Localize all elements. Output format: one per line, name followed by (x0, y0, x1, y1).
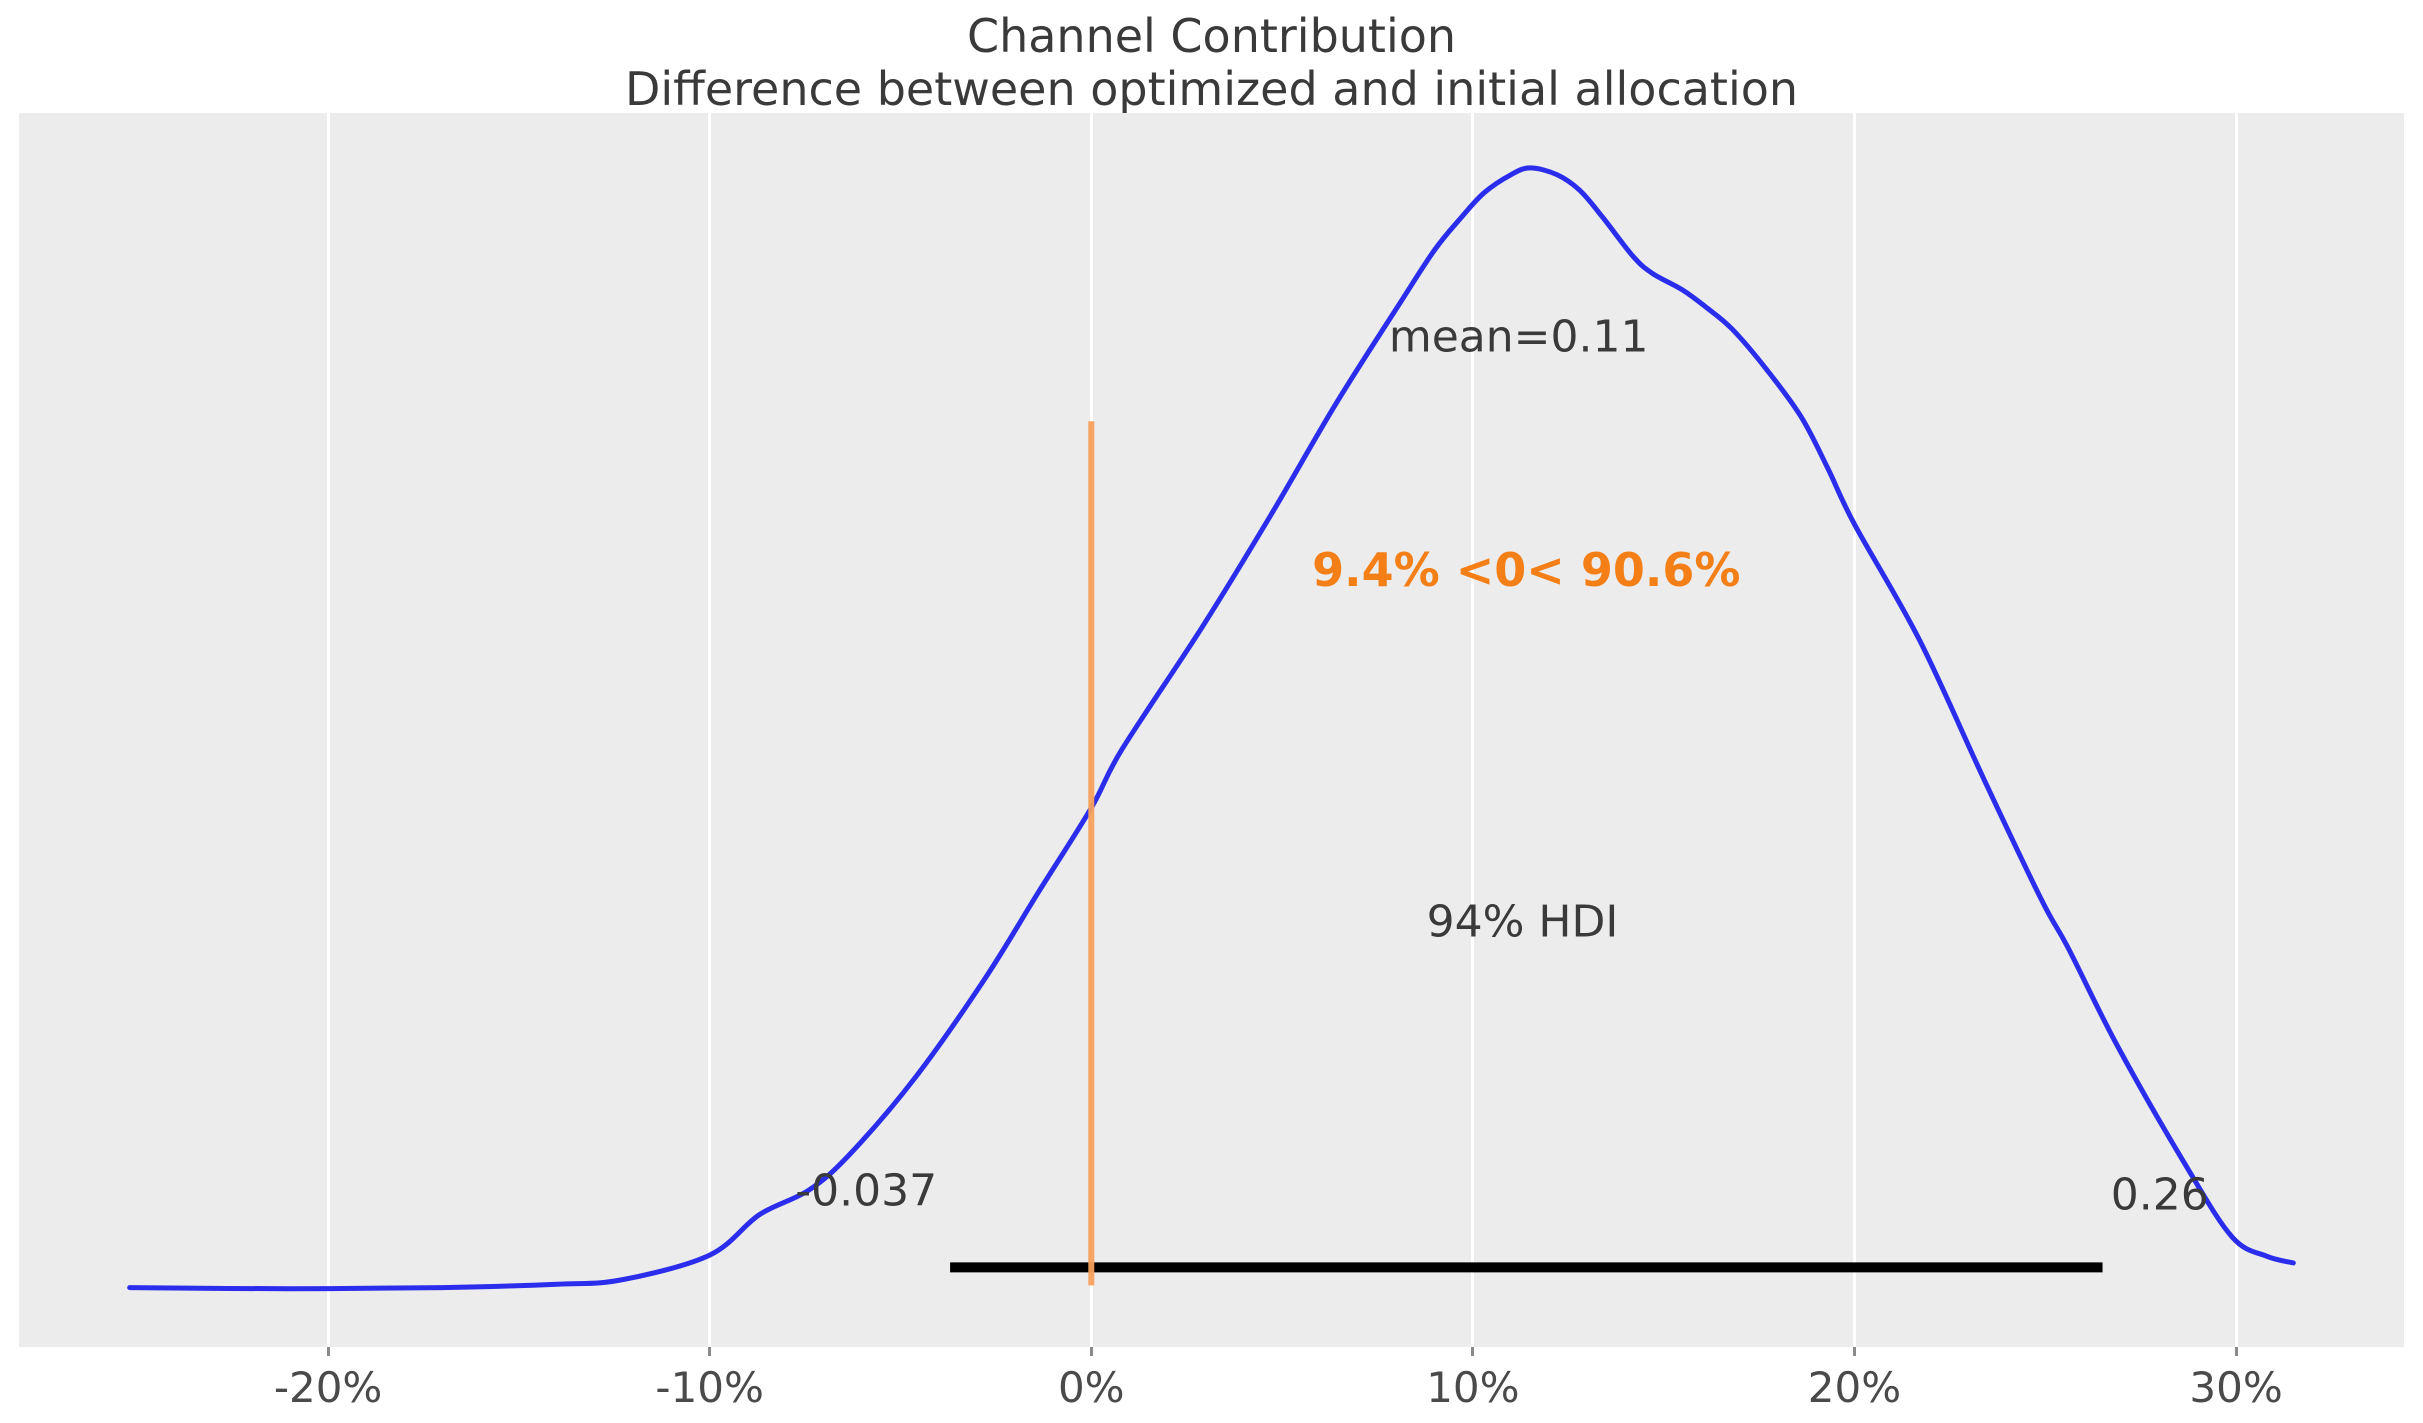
chart-subtitle: Difference between optimized and initial… (624, 62, 1799, 116)
x-tick-label: 30% (2189, 1363, 2283, 1412)
x-axis-tick (2234, 1347, 2238, 1356)
x-axis-tick (1471, 1347, 1475, 1356)
zero-proportion-label: 9.4% <0< 90.6% (1312, 543, 1741, 598)
hdi-label: 94% HDI (1426, 896, 1619, 948)
x-tick-label: 20% (1807, 1363, 1902, 1412)
x-axis-tick (1852, 1347, 1856, 1356)
plot-area (19, 113, 2404, 1347)
vertical-gridline (2234, 113, 2238, 1347)
vertical-gridline (708, 113, 712, 1347)
kde-curve (127, 165, 2296, 1292)
x-axis-tick (1089, 1347, 1093, 1356)
hdi-lower-value: -0.037 (795, 1165, 938, 1217)
vertical-gridline (1852, 113, 1856, 1347)
x-tick-label: 0% (1057, 1363, 1125, 1412)
x-tick-label: -10% (655, 1363, 764, 1412)
chart-title: Channel Contribution (966, 9, 1457, 63)
x-axis-tick (326, 1347, 330, 1356)
vertical-gridline (1471, 113, 1475, 1347)
x-tick-label: -20% (273, 1363, 383, 1412)
chart-title-block: Channel Contribution Difference between … (0, 10, 2423, 116)
hdi-upper-value: 0.26 (2110, 1169, 2209, 1221)
vertical-gridline (326, 113, 330, 1347)
mean-label: mean=0.11 (1388, 311, 1649, 363)
x-axis-tick (708, 1347, 712, 1356)
x-tick-label: 10% (1426, 1363, 1520, 1412)
